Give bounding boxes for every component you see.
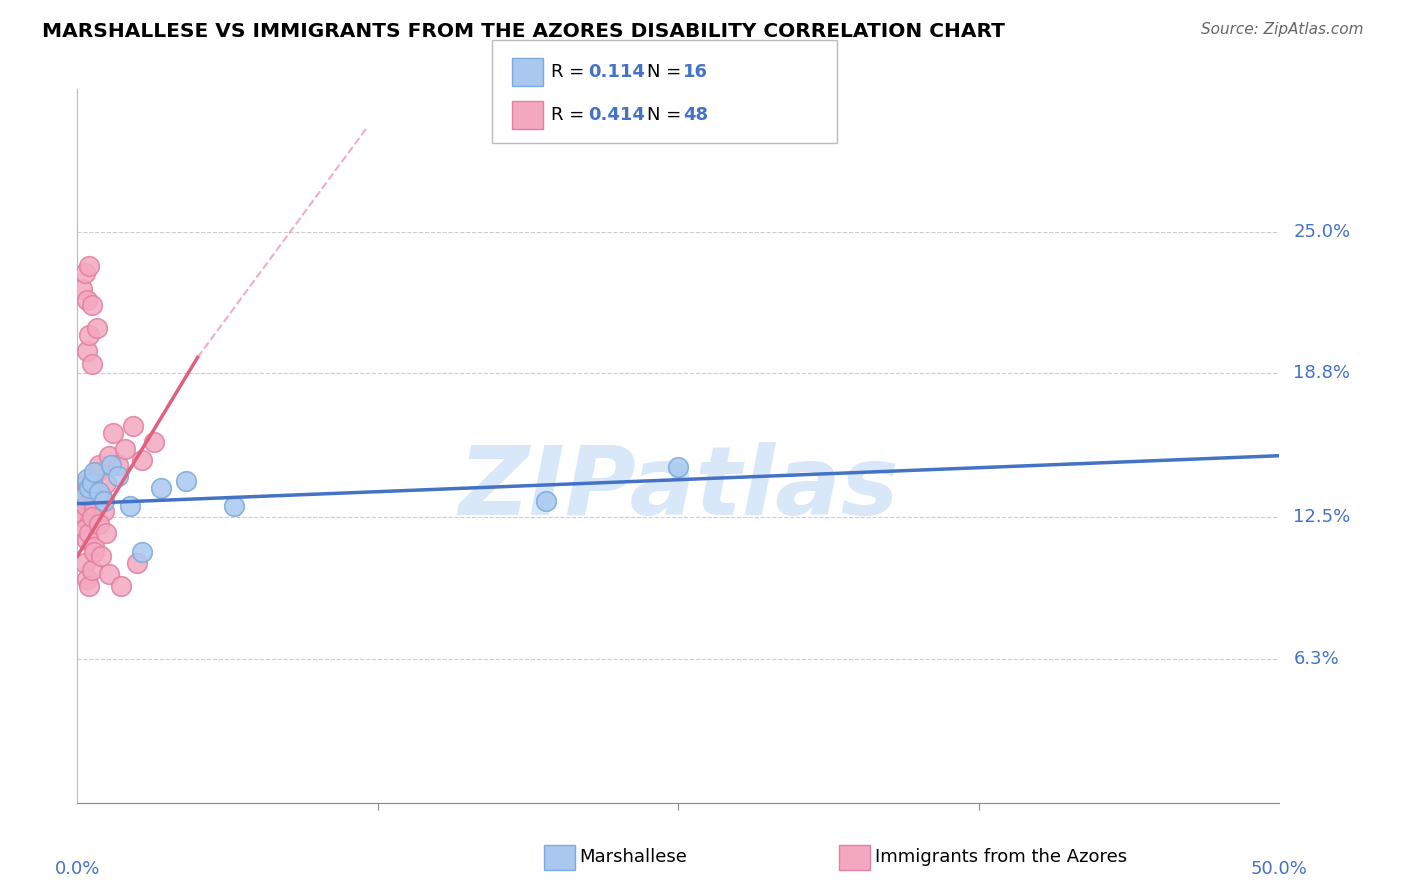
Point [93, 494, 115, 508]
Point [83, 540, 105, 554]
Point [70, 494, 93, 508]
Point [534, 494, 557, 508]
Point [80, 471, 103, 485]
Text: 50.0%: 50.0% [1251, 860, 1308, 878]
Text: 0.414: 0.414 [588, 106, 644, 124]
Text: 0.114: 0.114 [588, 63, 644, 81]
Text: Marshallese: Marshallese [579, 848, 688, 866]
Point [79, 481, 101, 495]
Point [70, 503, 93, 517]
Text: 25.0%: 25.0% [1294, 223, 1351, 241]
Point [131, 453, 153, 467]
Text: N =: N = [647, 63, 686, 81]
Point [80, 476, 103, 491]
Point [70, 282, 93, 296]
Point [107, 458, 129, 472]
Text: MARSHALLESE VS IMMIGRANTS FROM THE AZORES DISABILITY CORRELATION CHART: MARSHALLESE VS IMMIGRANTS FROM THE AZORE… [42, 22, 1005, 41]
Point [150, 481, 173, 495]
Point [80, 357, 103, 371]
Point [97, 449, 120, 463]
Point [72, 487, 94, 501]
Point [76, 343, 98, 358]
Text: Immigrants from the Azores: Immigrants from the Azores [875, 848, 1126, 866]
Point [96, 526, 118, 541]
Point [79, 259, 101, 273]
Point [668, 460, 690, 475]
Point [73, 510, 96, 524]
Point [73, 556, 96, 570]
Point [96, 476, 118, 491]
Text: 0.0%: 0.0% [55, 860, 100, 878]
Point [90, 487, 112, 501]
Point [120, 499, 142, 513]
Point [80, 510, 103, 524]
Point [73, 266, 96, 280]
Point [79, 579, 101, 593]
Point [121, 419, 143, 434]
Point [127, 556, 149, 570]
Point [107, 469, 129, 483]
Text: 12.5%: 12.5% [1294, 508, 1351, 526]
Point [77, 481, 100, 495]
Point [79, 487, 101, 501]
Point [103, 425, 125, 440]
Text: 6.3%: 6.3% [1294, 650, 1339, 668]
Point [143, 435, 166, 450]
Point [76, 572, 98, 586]
Text: ZIPatlas: ZIPatlas [458, 442, 898, 535]
Point [73, 522, 96, 536]
Point [114, 442, 136, 456]
Point [83, 544, 105, 558]
Point [222, 499, 245, 513]
Point [100, 458, 122, 472]
Point [87, 458, 110, 472]
Text: R =: R = [551, 106, 591, 124]
Point [79, 327, 101, 342]
Point [131, 544, 153, 558]
Point [90, 549, 112, 564]
Point [86, 321, 108, 335]
Point [110, 579, 132, 593]
Text: Source: ZipAtlas.com: Source: ZipAtlas.com [1201, 22, 1364, 37]
Text: 48: 48 [683, 106, 709, 124]
Point [174, 474, 197, 488]
Point [76, 471, 98, 485]
Point [79, 517, 101, 532]
Point [76, 476, 98, 491]
Text: N =: N = [647, 106, 686, 124]
Text: 16: 16 [683, 63, 709, 81]
Point [87, 485, 110, 500]
Point [93, 503, 115, 517]
Point [83, 465, 105, 479]
Point [87, 517, 110, 532]
Point [83, 499, 105, 513]
Point [97, 567, 120, 582]
Point [76, 533, 98, 548]
Point [80, 298, 103, 312]
Text: R =: R = [551, 63, 591, 81]
Point [76, 293, 98, 308]
Point [79, 526, 101, 541]
Point [86, 465, 108, 479]
Point [75, 499, 97, 513]
Point [80, 563, 103, 577]
Text: 18.8%: 18.8% [1294, 365, 1350, 383]
Point [73, 487, 96, 501]
